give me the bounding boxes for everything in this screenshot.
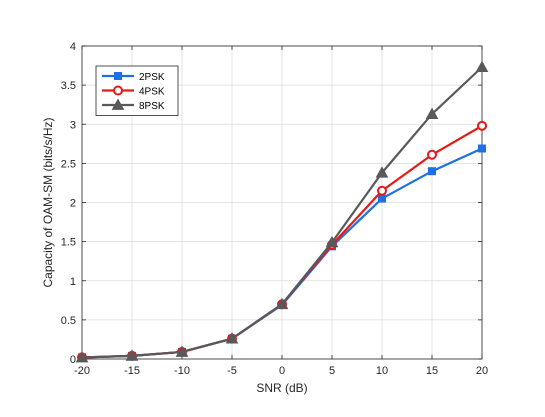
x-tick-label: -15 [124,365,140,377]
x-axis-label: SNR (dB) [256,381,307,395]
data-point-8psk [375,166,389,178]
data-point-8psk [175,345,189,357]
x-tick-label: 20 [476,365,488,377]
y-tick-label: 1.5 [61,237,76,249]
x-tick-label: -10 [174,365,190,377]
data-point-2psk [428,167,436,176]
legend-marker-2psk [114,72,122,80]
y-tick-label: 0 [70,354,76,366]
legend-marker-4psk [113,85,123,96]
data-point-8psk [425,107,439,119]
x-tick-label: 10 [376,365,388,377]
data-point-2psk [378,194,386,203]
legend-label-4psk: 4PSK [139,87,165,98]
y-tick-label: 3 [70,119,76,131]
series-8psk [75,60,489,363]
x-tick-label: 15 [426,365,438,377]
data-point-4psk [427,149,437,160]
data-point-2psk [478,144,486,153]
y-tick-label: 2 [70,198,76,210]
legend-marker-8psk [111,98,125,110]
y-axis-label: Capacity of OAM-SM (bits/s/Hz) [41,117,55,287]
y-tick-label: 4 [70,41,76,53]
series-group [75,60,489,363]
y-tick-label: 1 [70,276,76,288]
x-tick-label: 5 [329,365,335,377]
data-point-8psk [475,60,489,73]
y-tick-label: 2.5 [61,158,76,170]
data-point-8psk [275,297,289,310]
data-point-8psk [225,332,239,344]
data-point-4psk [477,120,487,131]
legend: 2PSK 4PSK 8PSK [95,65,179,116]
x-tick-label: -20 [74,365,90,377]
legend-label-8psk: 8PSK [139,101,165,112]
data-point-4psk [377,185,387,196]
data-point-8psk [325,235,339,248]
data-point-8psk [125,349,139,361]
y-tick-label: 3.5 [61,80,76,92]
y-tick-label: 0.5 [61,315,76,327]
data-point-8psk [75,350,89,363]
x-tick-label: -5 [227,365,237,377]
x-tick-label: 0 [279,365,285,377]
legend-label-2psk: 2PSK [139,72,165,83]
